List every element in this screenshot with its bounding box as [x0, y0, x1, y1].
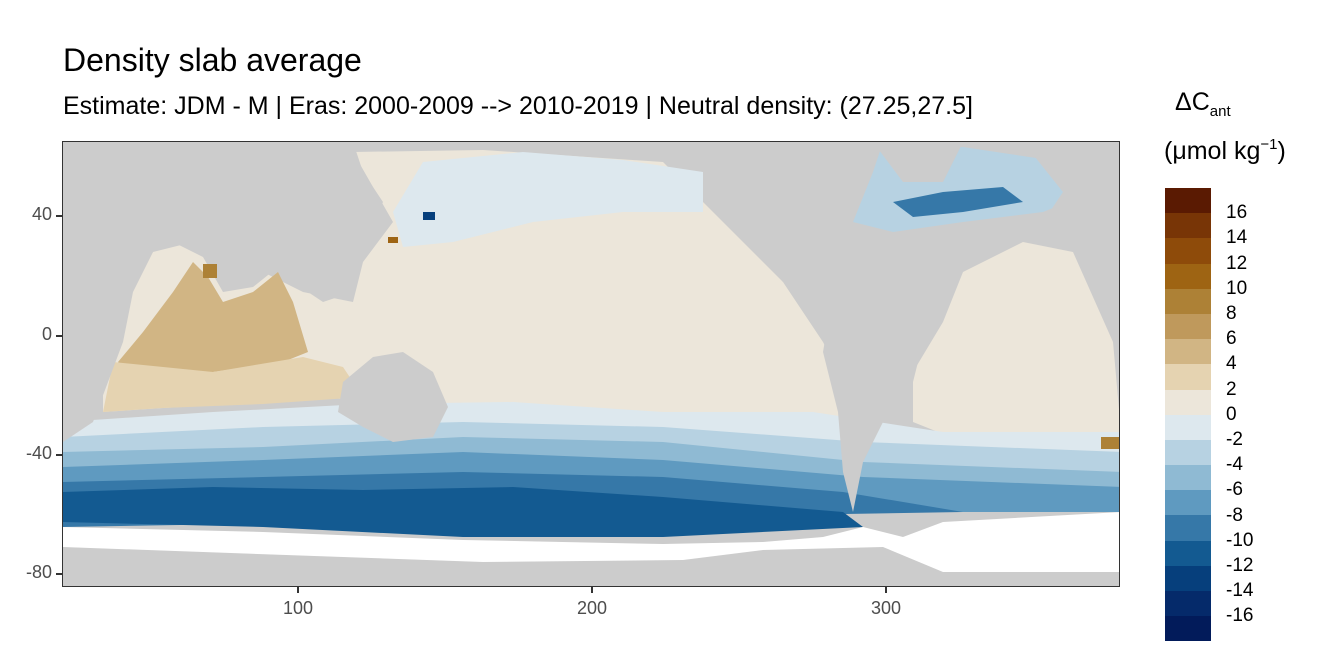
x-tick-mark [591, 587, 593, 593]
africa [63, 142, 153, 442]
map-svg [63, 142, 1119, 586]
legend-swatch [1165, 389, 1211, 415]
map-panel [62, 141, 1120, 587]
legend-tick-label: -12 [1226, 555, 1254, 576]
x-tick-label: 100 [282, 598, 314, 618]
legend-title-main: ΔC [1175, 88, 1210, 116]
legend-tick-label: 4 [1226, 353, 1237, 375]
legend-tick-label: 0 [1226, 403, 1237, 425]
australia [338, 352, 448, 442]
south-america [823, 292, 923, 512]
legend-unit-close: ) [1277, 137, 1286, 165]
y-tick-mark [56, 573, 62, 575]
north-america [703, 142, 883, 282]
legend-swatch [1165, 313, 1211, 340]
x-tick-label: 200 [576, 598, 608, 618]
legend-tick-label: -14 [1226, 580, 1254, 602]
y-tick-label: 0 [41, 324, 52, 344]
japan-patch [388, 237, 398, 243]
arabian-sea-patch [203, 264, 217, 278]
legend-swatch [1165, 213, 1211, 239]
legend-swatch [1165, 490, 1211, 516]
legend-swatch [1165, 515, 1211, 541]
legend-swatch [1165, 288, 1211, 314]
legend-tick-label: -8 [1226, 504, 1243, 526]
legend-tick-label: -10 [1226, 529, 1254, 551]
chart-subtitle: Estimate: JDM - M | Eras: 2000-2009 --> … [63, 92, 973, 120]
legend-tick-label: 16 [1226, 202, 1248, 224]
legend-swatch [1165, 188, 1211, 214]
legend-swatch [1165, 465, 1211, 491]
legend-swatch [1165, 339, 1211, 365]
legend-tick-label: -4 [1226, 454, 1243, 476]
legend-unit-open: (μmol kg [1164, 137, 1261, 165]
y-tick-mark [56, 335, 62, 337]
y-tick-label: -40 [25, 443, 52, 463]
y-tick-mark [56, 215, 62, 217]
x-tick-mark [885, 587, 887, 593]
legend-title: ΔCant [1175, 88, 1231, 120]
legend-tick-label: 6 [1226, 328, 1237, 350]
antarctica-land [63, 547, 1119, 586]
legend-tick-label: 12 [1226, 252, 1248, 274]
legend-swatch [1165, 439, 1211, 466]
legend-swatch [1165, 364, 1211, 390]
ocean-field-atlantic [913, 242, 1119, 442]
indian-ocean-tan [118, 262, 308, 377]
legend-tick-label: -16 [1226, 605, 1254, 627]
legend-swatch [1165, 238, 1211, 264]
legend-title-sub: ant [1209, 103, 1231, 120]
legend-swatch [1165, 414, 1211, 440]
legend-tick-label: -2 [1226, 429, 1243, 450]
x-tick-label: 300 [870, 598, 902, 618]
asia [123, 142, 383, 302]
legend-swatch [1165, 591, 1211, 617]
x-tick-mark [297, 587, 299, 593]
y-tick-mark [56, 454, 62, 456]
agulhas-patch [1101, 437, 1119, 449]
legend-tick-label: 8 [1226, 303, 1237, 324]
legend-tick-label: 10 [1226, 277, 1248, 299]
north-atlantic-dark [893, 187, 1023, 217]
legend-unit-sup: −1 [1260, 136, 1278, 153]
chart-title: Density slab average [63, 42, 362, 78]
europe [1023, 142, 1119, 252]
legend-swatch [1165, 263, 1211, 289]
legend-unit: (μmol kg−1) [1164, 136, 1286, 166]
kuroshio-patch [423, 212, 435, 220]
legend-colorbar [1165, 188, 1211, 642]
indian-ocean-tan-light [103, 357, 363, 412]
y-tick-label: 40 [31, 204, 52, 224]
legend-swatch [1165, 540, 1211, 566]
y-tick-label: -80 [25, 562, 52, 582]
legend-swatch [1165, 616, 1211, 642]
greenland [873, 142, 963, 182]
southern-ocean-band-5 [63, 487, 863, 537]
legend-tick-label: 14 [1226, 227, 1248, 249]
legend-tick-label: -6 [1226, 479, 1243, 501]
legend-swatch [1165, 565, 1211, 591]
legend-tick-label: 2 [1226, 378, 1237, 400]
north-pacific-blue [393, 152, 703, 247]
